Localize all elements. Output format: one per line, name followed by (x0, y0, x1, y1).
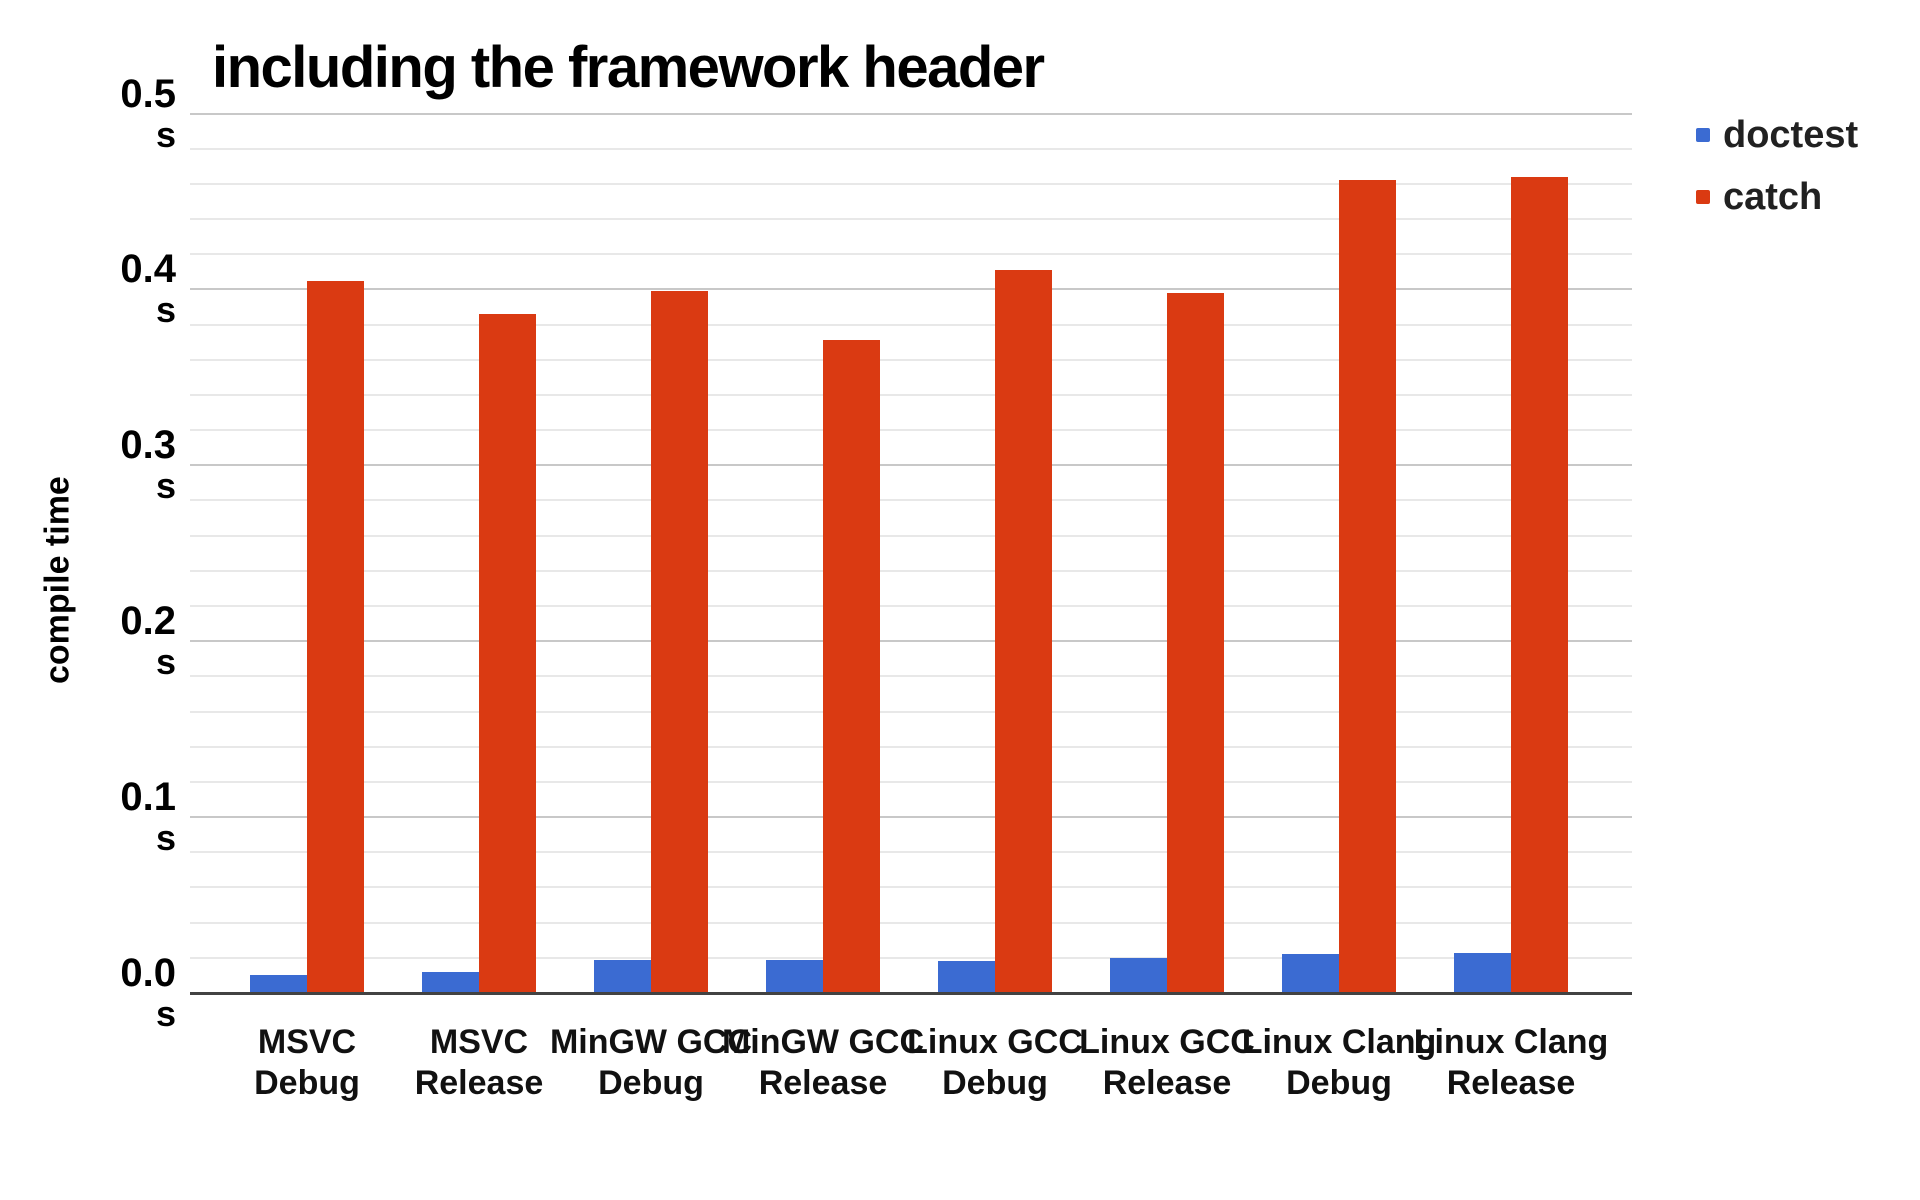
major-gridline-0.3 (190, 464, 1632, 466)
x-category-label-line: Debug (942, 1063, 1048, 1102)
x-category-label-linux-clang-release: Linux Clang Release (1396, 1022, 1626, 1104)
legend-item-catch: catch (1696, 174, 1858, 220)
x-category-label-line: MSVC (257, 1023, 357, 1061)
x-category-label-msvc-debug: MSVC Debug (192, 1022, 422, 1104)
legend: doctest catch (1696, 112, 1858, 220)
x-category-label-line: Debug (254, 1063, 360, 1102)
x-category-label-line: Debug (598, 1063, 704, 1102)
x-category-label-line: Release (758, 1063, 888, 1102)
legend-item-doctest: doctest (1696, 112, 1858, 158)
catch-bar-mingw-gcc-release (823, 340, 880, 993)
major-gridline-0.1 (190, 816, 1632, 818)
minor-gridline-0.24 (190, 570, 1632, 572)
minor-gridline-0.14 (190, 746, 1632, 748)
x-category-label-linux-gcc-debug: Linux GCC Debug (880, 1022, 1110, 1104)
minor-gridline-0.12 (190, 781, 1632, 783)
y-tick-number: 0.1 (120, 774, 176, 819)
minor-gridline-0.42 (190, 253, 1632, 255)
x-category-label-line: Debug (1286, 1063, 1392, 1102)
y-tick-number: 0.0 (120, 950, 176, 995)
y-tick-number: 0.2 (120, 598, 176, 643)
y-tick-unit: s (155, 289, 176, 331)
x-category-label-line: Linux Clang (1241, 1023, 1437, 1061)
x-category-label-msvc-release: MSVC Release (364, 1022, 594, 1104)
catch-bar-linux-clang-debug (1339, 180, 1396, 993)
x-category-label-linux-gcc-release: Linux GCC Release (1052, 1022, 1282, 1104)
minor-gridline-0.18 (190, 675, 1632, 677)
x-axis-baseline (190, 992, 1632, 995)
x-category-label-line: MSVC (429, 1023, 529, 1061)
doctest-bar-linux-clang-release (1454, 953, 1511, 993)
catch-bar-msvc-debug (307, 281, 364, 993)
x-category-label-line: MinGW GCC (721, 1023, 925, 1061)
minor-gridline-0.22 (190, 605, 1632, 607)
y-tick-label-0.5: 0.5 s (56, 68, 176, 160)
x-category-label-mingw-gcc-debug: MinGW GCC Debug (536, 1022, 766, 1104)
y-tick-unit: s (155, 465, 176, 507)
x-category-label-line: Release (1102, 1063, 1232, 1102)
major-gridline-0.2 (190, 640, 1632, 642)
legend-label: catch (1723, 175, 1823, 218)
minor-gridline-0.32 (190, 429, 1632, 431)
x-category-label-line: Linux Clang (1413, 1023, 1609, 1061)
doctest-bar-mingw-gcc-release (766, 960, 823, 993)
catch-swatch-icon (1696, 190, 1710, 204)
y-tick-label-0.0: 0.0 s (56, 947, 176, 1039)
catch-bar-linux-gcc-debug (995, 270, 1052, 993)
y-tick-number: 0.4 (120, 246, 176, 291)
doctest-bar-msvc-release (422, 972, 479, 993)
x-category-label-line: MinGW GCC (549, 1023, 753, 1061)
catch-bar-mingw-gcc-debug (651, 291, 708, 993)
minor-gridline-0.46 (190, 183, 1632, 185)
y-tick-number: 0.3 (120, 422, 176, 467)
major-gridline-0.4 (190, 288, 1632, 290)
doctest-bar-msvc-debug (250, 975, 307, 993)
doctest-bar-mingw-gcc-debug (594, 960, 651, 993)
minor-gridline-0.48 (190, 148, 1632, 150)
legend-label: doctest (1723, 113, 1859, 156)
minor-gridline-0.28 (190, 499, 1632, 501)
doctest-bar-linux-gcc-debug (938, 961, 995, 993)
x-category-label-line: Linux GCC (1079, 1023, 1255, 1061)
x-category-label-line: Release (414, 1063, 544, 1102)
doctest-bar-linux-clang-debug (1282, 954, 1339, 993)
y-tick-unit: s (155, 641, 176, 683)
doctest-bar-linux-gcc-release (1110, 958, 1167, 993)
chart-title: including the framework header (212, 35, 1045, 100)
y-tick-label-0.3: 0.3 s (56, 419, 176, 511)
minor-gridline-0.34 (190, 394, 1632, 396)
minor-gridline-0.02 (190, 957, 1632, 959)
y-tick-label-0.2: 0.2 s (56, 595, 176, 687)
minor-gridline-0.08 (190, 851, 1632, 853)
doctest-swatch-icon (1696, 128, 1710, 142)
catch-bar-linux-clang-release (1511, 177, 1568, 993)
minor-gridline-0.36 (190, 359, 1632, 361)
y-tick-unit: s (155, 993, 176, 1035)
x-category-label-linux-clang-debug: Linux Clang Debug (1224, 1022, 1454, 1104)
minor-gridline-0.06 (190, 886, 1632, 888)
y-tick-unit: s (155, 114, 176, 156)
x-category-label-line: Release (1446, 1063, 1576, 1102)
x-category-label-line: Linux GCC (907, 1023, 1083, 1061)
y-tick-number: 0.5 (120, 71, 176, 116)
minor-gridline-0.38 (190, 324, 1632, 326)
catch-bar-msvc-release (479, 314, 536, 993)
minor-gridline-0.16 (190, 711, 1632, 713)
major-gridline-0.5 (190, 113, 1632, 115)
y-tick-label-0.4: 0.4 s (56, 243, 176, 335)
y-tick-label-0.1: 0.1 s (56, 771, 176, 863)
minor-gridline-0.26 (190, 535, 1632, 537)
y-tick-unit: s (155, 817, 176, 859)
minor-gridline-0.44 (190, 218, 1632, 220)
catch-bar-linux-gcc-release (1167, 293, 1224, 993)
x-category-label-mingw-gcc-release: MinGW GCC Release (708, 1022, 938, 1104)
minor-gridline-0.04 (190, 922, 1632, 924)
